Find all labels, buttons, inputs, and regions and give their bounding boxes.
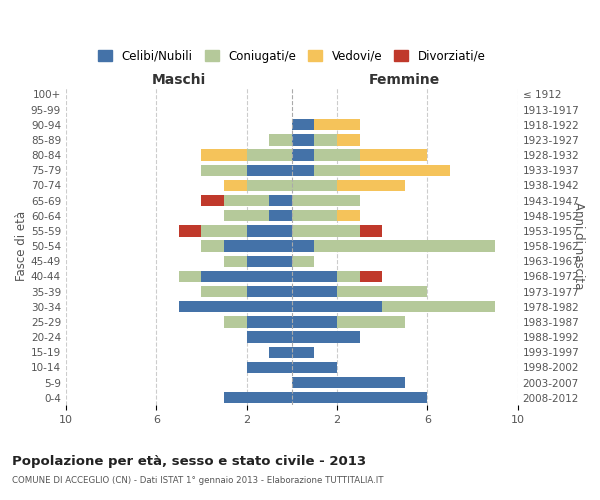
- Bar: [202, 150, 247, 161]
- Bar: [337, 134, 359, 145]
- Bar: [247, 332, 292, 342]
- Bar: [247, 150, 292, 161]
- Bar: [247, 362, 292, 373]
- Bar: [202, 270, 292, 282]
- Bar: [337, 316, 405, 328]
- Bar: [314, 134, 337, 145]
- Bar: [292, 286, 337, 297]
- Bar: [314, 150, 359, 161]
- Bar: [359, 270, 382, 282]
- Bar: [292, 195, 359, 206]
- Text: Femmine: Femmine: [369, 73, 440, 87]
- Bar: [247, 164, 292, 176]
- Bar: [359, 164, 450, 176]
- Bar: [337, 210, 359, 222]
- Bar: [337, 286, 427, 297]
- Y-axis label: Fasce di età: Fasce di età: [15, 211, 28, 281]
- Bar: [179, 270, 202, 282]
- Bar: [292, 150, 314, 161]
- Bar: [292, 316, 337, 328]
- Bar: [269, 346, 292, 358]
- Bar: [247, 225, 292, 236]
- Bar: [202, 164, 247, 176]
- Bar: [269, 210, 292, 222]
- Bar: [269, 134, 292, 145]
- Bar: [292, 346, 314, 358]
- Bar: [269, 195, 292, 206]
- Bar: [224, 210, 269, 222]
- Bar: [292, 134, 314, 145]
- Text: Popolazione per età, sesso e stato civile - 2013: Popolazione per età, sesso e stato civil…: [12, 455, 366, 468]
- Bar: [314, 164, 359, 176]
- Bar: [179, 225, 202, 236]
- Text: COMUNE DI ACCEGLIO (CN) - Dati ISTAT 1° gennaio 2013 - Elaborazione TUTTITALIA.I: COMUNE DI ACCEGLIO (CN) - Dati ISTAT 1° …: [12, 476, 383, 485]
- Bar: [337, 180, 405, 191]
- Bar: [247, 286, 292, 297]
- Bar: [292, 119, 314, 130]
- Text: Maschi: Maschi: [152, 73, 206, 87]
- Bar: [314, 240, 495, 252]
- Bar: [292, 225, 359, 236]
- Bar: [224, 180, 247, 191]
- Bar: [292, 270, 337, 282]
- Bar: [202, 240, 224, 252]
- Legend: Celibi/Nubili, Coniugati/e, Vedovi/e, Divorziati/e: Celibi/Nubili, Coniugati/e, Vedovi/e, Di…: [94, 45, 490, 68]
- Bar: [202, 195, 224, 206]
- Bar: [202, 286, 247, 297]
- Bar: [359, 225, 382, 236]
- Bar: [292, 362, 337, 373]
- Bar: [292, 240, 314, 252]
- Bar: [247, 180, 292, 191]
- Bar: [247, 256, 292, 267]
- Bar: [359, 150, 427, 161]
- Bar: [292, 332, 359, 342]
- Bar: [224, 195, 269, 206]
- Bar: [292, 377, 405, 388]
- Y-axis label: Anni di nascita: Anni di nascita: [572, 202, 585, 290]
- Bar: [224, 316, 247, 328]
- Bar: [292, 210, 337, 222]
- Bar: [337, 270, 359, 282]
- Bar: [224, 392, 292, 404]
- Bar: [224, 240, 292, 252]
- Bar: [292, 301, 382, 312]
- Bar: [382, 301, 495, 312]
- Bar: [247, 316, 292, 328]
- Bar: [292, 392, 427, 404]
- Bar: [292, 256, 314, 267]
- Bar: [314, 119, 359, 130]
- Bar: [202, 225, 247, 236]
- Bar: [179, 301, 292, 312]
- Bar: [292, 180, 337, 191]
- Bar: [292, 164, 314, 176]
- Bar: [224, 256, 247, 267]
